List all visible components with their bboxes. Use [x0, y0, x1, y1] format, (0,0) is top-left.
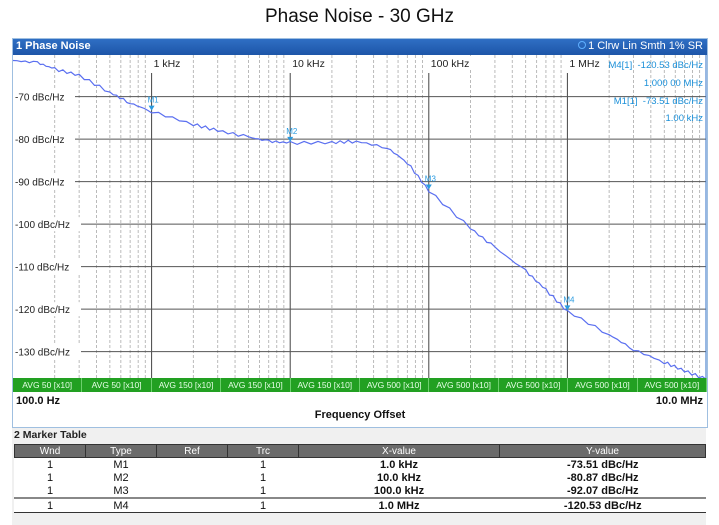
x-label-bg: [287, 56, 330, 70]
y-label-bg: [13, 132, 75, 147]
marker-triangle-icon: [564, 305, 571, 311]
x-axis-label: Frequency Offset: [314, 409, 406, 421]
x-label-bg: [564, 56, 601, 70]
avg-label: AVG 500 [x10]: [638, 378, 708, 392]
y-label-bg: [13, 174, 75, 189]
col-y-value: Y-value: [499, 444, 706, 458]
table-row[interactable]: 1 M3 1 100.0 kHz -92.07 dBc/Hz: [14, 484, 706, 498]
page-title: Phase Noise - 30 GHz: [264, 6, 455, 27]
col-ref: Ref: [156, 444, 228, 458]
y-label-bg: [13, 89, 75, 104]
table-row[interactable]: 1 M1 1 1.0 kHz -73.51 dBc/Hz: [14, 457, 706, 471]
marker-triangle-icon: [287, 136, 294, 142]
col-wnd: Wnd: [14, 444, 86, 458]
marker-label: M3: [425, 174, 437, 183]
y-tick-label: -100 dBc/Hz: [15, 220, 70, 231]
marker-info-m4: M4[1] -120.53 dBc/Hz: [608, 60, 703, 71]
y-label-bg: [13, 302, 81, 317]
x-label-bg: [148, 56, 185, 70]
avg-label: AVG 150 [x10]: [221, 378, 291, 392]
y-label-bg: [13, 217, 81, 232]
phase-noise-window: 1 Phase Noise 1 Clrw Lin Smth 1% SR -70 …: [12, 38, 708, 428]
marker-label: M2: [286, 127, 298, 136]
trace-line: [13, 59, 706, 378]
start-frequency: 100.0 Hz: [16, 395, 61, 407]
avg-label: AVG 50 [x10]: [13, 378, 83, 392]
avg-label: AVG 500 [x10]: [568, 378, 638, 392]
y-tick-label: -120 dBc/Hz: [15, 305, 70, 316]
x-tick-label: 1 kHz: [154, 58, 181, 70]
avg-label: AVG 500 [x10]: [429, 378, 499, 392]
phase-noise-plot[interactable]: -70 dBc/Hz -80 dBc/Hz -90 dBc/Hz -100 dBc/H…: [13, 55, 707, 378]
avg-label: AVG 500 [x10]: [360, 378, 430, 392]
window-header: 1 Phase Noise 1 Clrw Lin Smth 1% SR: [13, 39, 707, 55]
col-trc: Trc: [227, 444, 299, 458]
x-tick-label: 10 kHz: [292, 58, 325, 70]
y-label-bg: [13, 344, 81, 359]
marker-label: M1: [148, 96, 160, 105]
marker-info-m1-freq: 1.00 kHz: [665, 113, 704, 124]
y-tick-label: -130 dBc/Hz: [15, 348, 70, 359]
averaging-status-bar: AVG 50 [x10] AVG 50 [x10] AVG 150 [x10] AVG…: [13, 378, 708, 392]
avg-label: AVG 150 [x10]: [152, 378, 222, 392]
trace-indicator-icon: [578, 41, 587, 49]
y-label-bg: [13, 259, 81, 274]
y-tick-label: -80 dBc/Hz: [15, 135, 64, 146]
marker-info-m4-freq: 1.000 00 MHz: [643, 78, 703, 89]
stop-frequency: 10.0 MHz: [655, 395, 703, 407]
y-tick-label: -90 dBc/Hz: [15, 178, 64, 189]
marker-triangle-icon: [148, 105, 155, 111]
marker-table-window: 2 Marker Table Wnd Type Ref Trc X-value …: [12, 428, 706, 525]
avg-label: AVG 50 [x10]: [82, 378, 152, 392]
window-label: 1 Phase Noise: [16, 40, 91, 52]
marker-triangle-icon: [425, 184, 432, 190]
avg-label: AVG 500 [x10]: [499, 378, 569, 392]
col-type: Type: [85, 444, 157, 458]
marker-table-header: Wnd Type Ref Trc X-value Y-value: [14, 444, 706, 458]
avg-label: AVG 150 [x10]: [291, 378, 361, 392]
x-tick-label: 100 kHz: [431, 58, 470, 70]
table-row[interactable]: 1 M4 1 1.0 MHz -120.53 dBc/Hz: [14, 497, 706, 513]
marker-label: M4: [563, 295, 575, 304]
trace-info: 1 Clrw Lin Smth 1% SR: [578, 40, 703, 52]
x-tick-label: 1 MHz: [569, 58, 599, 70]
table-row[interactable]: 1 M2 1 10.0 kHz -80.87 dBc/Hz: [14, 471, 706, 484]
marker-info-m1: M1[1] -73.51 dBc/Hz: [613, 96, 703, 107]
marker-table: Wnd Type Ref Trc X-value Y-value 1 M1 1 …: [14, 444, 706, 513]
col-x-value: X-value: [298, 444, 500, 458]
y-tick-label: -70 dBc/Hz: [15, 93, 64, 104]
y-tick-label: -110 dBc/Hz: [15, 263, 69, 274]
marker-table-title: 2 Marker Table: [14, 429, 87, 441]
x-label-bg: [425, 56, 474, 70]
